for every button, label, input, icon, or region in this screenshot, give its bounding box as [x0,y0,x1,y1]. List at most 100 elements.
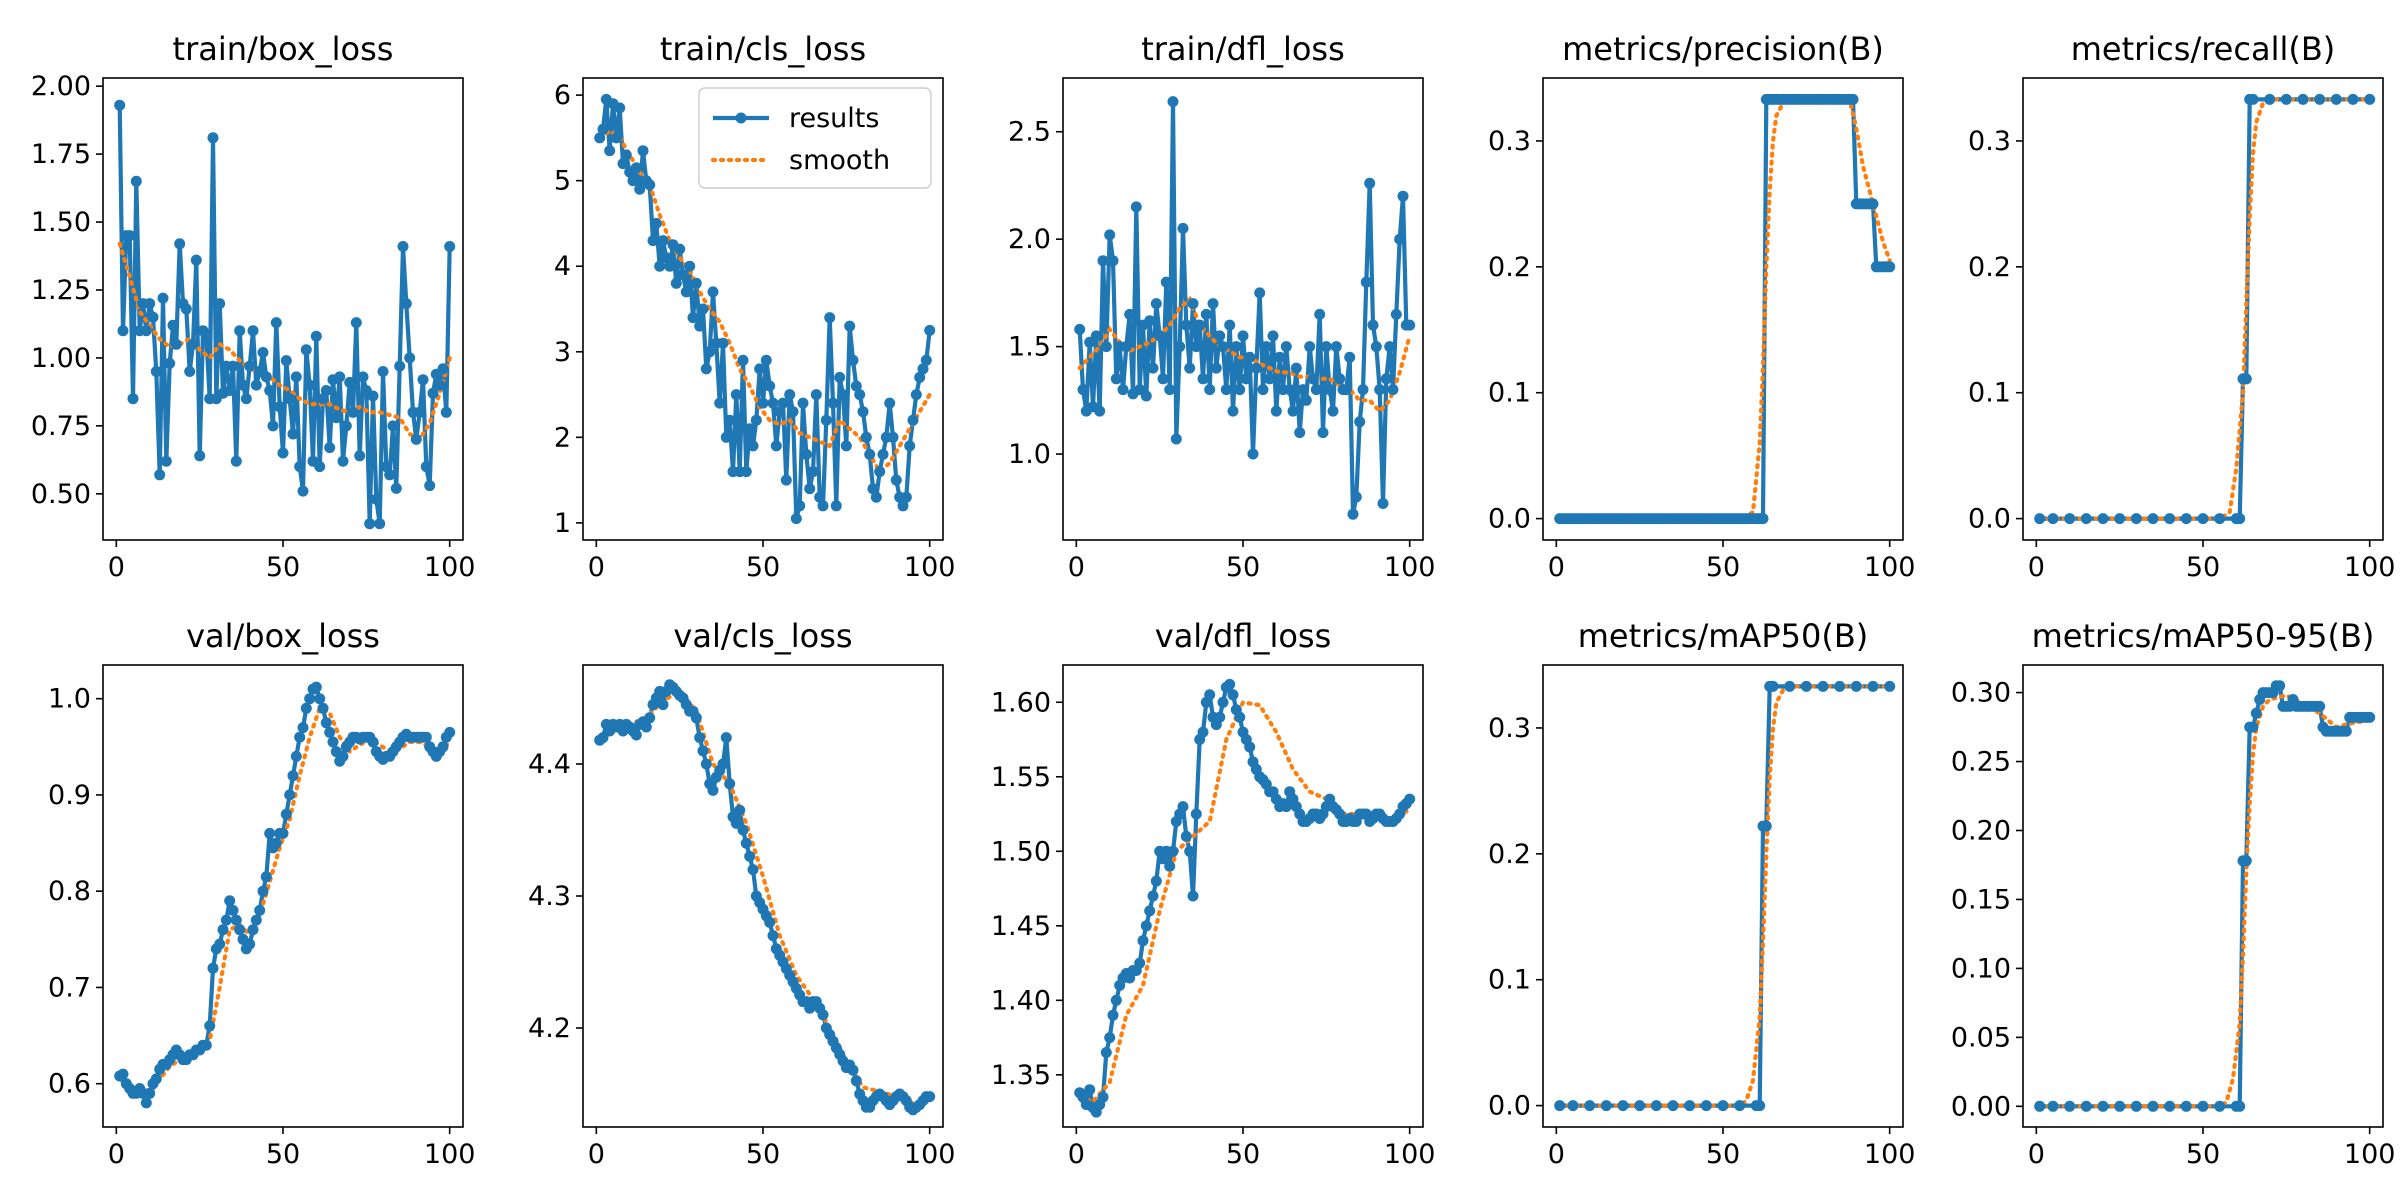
results-point [2180,513,2192,525]
results-point [1224,678,1236,690]
results-point [207,132,219,144]
results-point [334,371,346,383]
results-point [1364,177,1376,189]
results-point [417,374,429,386]
results-point [227,360,239,372]
results-point [2034,513,2046,525]
results-point [757,397,769,409]
legend: results smooth [698,87,932,189]
results-point [597,123,609,135]
results-point [1097,1091,1109,1103]
results-point [850,380,862,392]
results-point [1667,1100,1679,1112]
results-point [700,758,712,770]
results-point [1757,513,1769,525]
results-point [1184,845,1196,857]
results-point [2274,680,2286,692]
y-tick-label: 0.05 [1951,1022,2011,1053]
results-point [2080,513,2092,525]
plot-area [594,679,936,1116]
results-point [150,366,162,377]
x-tick-label: 100 [904,1139,956,1170]
results-point [114,99,126,111]
results-point [604,145,616,157]
results-point [2250,707,2262,719]
results-point [1104,1032,1116,1044]
results-point [597,732,609,744]
results-point [2130,513,2142,525]
results-point [157,292,169,304]
results-point [1310,384,1322,396]
results-point [1230,341,1242,353]
subplot-title: train/cls_loss [660,30,866,68]
axes-frame [1062,77,1424,541]
results-point [1267,330,1279,342]
results-point [1220,384,1232,396]
results-point [354,450,366,462]
results-point [1324,384,1336,396]
axes-frame [1542,77,1904,541]
results-point [1384,341,1396,353]
results-point [2330,93,2342,105]
results-point [1210,362,1222,374]
results-point [1800,680,1812,692]
y-tick-label: 1.0 [48,684,91,715]
subplot-metrics-precision-b-: metrics/precision(B) 0 50 100 0.0 0.1 0.2 0.3 [1488,30,1915,583]
x-tick-label: 100 [1864,552,1916,583]
results-point [620,149,632,161]
plot-area [1554,680,1896,1112]
results-point [714,397,726,409]
results-point [1374,384,1386,396]
results-point [227,904,239,916]
results-point [434,379,446,391]
results-point [2114,1100,2126,1112]
y-tick-label: 0.00 [1951,1091,2011,1122]
x-tick-label: 0 [108,1139,125,1170]
results-point [284,393,296,405]
x-tick-label: 0 [1068,1139,1085,1170]
results-point [2314,700,2326,712]
results-point [637,145,649,157]
results-point [2147,1100,2159,1112]
results-point [724,414,736,426]
subplot-title: metrics/mAP50(B) [1578,617,1869,655]
results-point [2064,1100,2076,1112]
results-point [297,485,309,497]
results-point [1177,222,1189,234]
results-point [1117,384,1129,396]
results-point [1350,491,1362,503]
results-point [1084,1084,1096,1096]
results-point [1257,384,1269,396]
results-point [2180,1100,2192,1112]
results-point [730,389,742,401]
results-point [1140,390,1152,402]
y-tick-label: 0.2 [1488,839,1531,870]
results-point [824,312,836,324]
results-point [314,693,326,705]
results-line [598,682,930,1112]
results-point [324,726,336,738]
smooth-line [1557,97,1892,521]
results-point [294,731,306,743]
results-point [314,461,326,473]
results-point [1397,190,1409,202]
results-point [1280,801,1292,813]
results-point [687,312,699,324]
results-point [2047,513,2059,525]
x-tick-label: 100 [424,1139,476,1170]
results-point [804,483,816,495]
x-tick-label: 0 [1068,552,1085,583]
results-point [1250,362,1262,374]
legend-smooth-label: smooth [789,145,890,176]
results-point [750,414,762,426]
results-point [1650,1100,1662,1112]
results-point [147,311,159,323]
smooth-line [1077,699,1412,1105]
axes-frame [2022,664,2384,1128]
results-point [2164,1100,2176,1112]
smooth-line [2037,693,2372,1109]
y-tick-label: 1.5 [1008,332,1051,363]
results-point [857,406,869,418]
results-point [367,390,379,402]
results-point [297,722,309,734]
